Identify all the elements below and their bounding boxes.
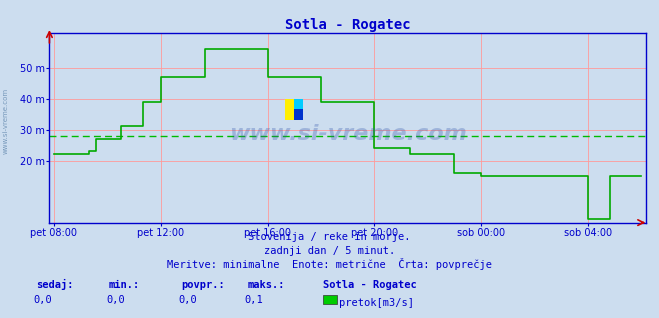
Text: 0,0: 0,0 (106, 295, 125, 305)
Text: sedaj:: sedaj: (36, 279, 74, 290)
Text: maks.:: maks.: (247, 280, 285, 290)
Text: Slovenija / reke in morje.: Slovenija / reke in morje. (248, 232, 411, 242)
Bar (295, 109, 303, 120)
Text: www.si-vreme.com: www.si-vreme.com (229, 124, 467, 144)
Text: pretok[m3/s]: pretok[m3/s] (339, 298, 415, 308)
Text: www.si-vreme.com: www.si-vreme.com (2, 88, 9, 154)
Bar (285, 99, 295, 120)
Text: 0,0: 0,0 (179, 295, 197, 305)
Text: min.:: min.: (109, 280, 140, 290)
Text: Meritve: minimalne  Enote: metrične  Črta: povprečje: Meritve: minimalne Enote: metrične Črta:… (167, 258, 492, 270)
Text: 0,0: 0,0 (34, 295, 52, 305)
Title: Sotla - Rogatec: Sotla - Rogatec (285, 18, 411, 32)
Text: zadnji dan / 5 minut.: zadnji dan / 5 minut. (264, 246, 395, 256)
Text: Sotla - Rogatec: Sotla - Rogatec (323, 280, 416, 290)
Bar (295, 99, 303, 109)
Text: povpr.:: povpr.: (181, 280, 225, 290)
Text: 0,1: 0,1 (244, 295, 263, 305)
